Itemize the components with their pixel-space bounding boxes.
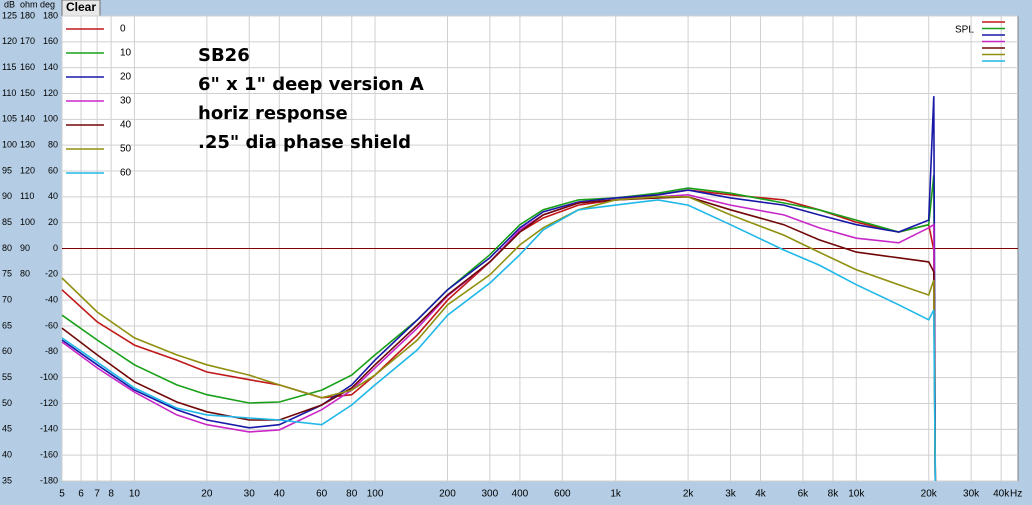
axis-unit: deg — [40, 0, 55, 9]
x-tick-label: 20k — [921, 489, 938, 500]
y-tick-label: 55 — [2, 372, 12, 382]
x-tick-label: 8k — [828, 489, 840, 500]
y-tick-label: 115 — [2, 62, 16, 72]
y2-tick-label: 140 — [20, 114, 35, 124]
legend-label: 20 — [120, 72, 132, 83]
y-tick-label: 75 — [2, 269, 12, 279]
y2-tick-label: 100 — [20, 217, 35, 227]
y-tick-label: 60 — [2, 346, 12, 356]
x-tick-label: 1k — [610, 489, 622, 500]
y3-tick-label: -80 — [45, 346, 58, 356]
x-tick-label: 400 — [512, 489, 529, 500]
y3-tick-label: -140 — [40, 424, 58, 434]
y3-tick-label: -60 — [45, 320, 58, 330]
x-tick-label: 30k — [963, 489, 980, 500]
y3-tick-label: 60 — [48, 165, 58, 175]
annotation: SB26 — [198, 45, 250, 66]
y-tick-label: 125 — [2, 10, 17, 20]
y-tick-label: 80 — [2, 243, 12, 253]
y3-tick-label: 120 — [43, 88, 58, 98]
x-tick-label: 2k — [683, 489, 695, 500]
x-tick-label: 40 — [274, 489, 286, 500]
y2-tick-label: 80 — [20, 269, 30, 279]
legend-label: 60 — [120, 168, 132, 179]
y3-tick-label: -100 — [40, 372, 58, 382]
x-tick-label: 30 — [244, 489, 256, 500]
annotation: 6" x 1" deep version A — [198, 74, 424, 95]
legend-label: 40 — [120, 120, 132, 131]
y-tick-label: 105 — [2, 114, 17, 124]
y-tick-label: 90 — [2, 191, 12, 201]
x-tick-label: 200 — [439, 489, 456, 500]
y3-tick-label: 80 — [48, 140, 58, 150]
y3-tick-label: -20 — [45, 269, 58, 279]
x-tick-label: 100 — [367, 489, 384, 500]
x-tick-label: 40k — [993, 489, 1010, 500]
annotation: horiz response — [198, 103, 348, 124]
x-tick-label: 6 — [78, 489, 84, 500]
y-tick-label: 35 — [2, 475, 12, 485]
y-tick-label: 40 — [2, 450, 12, 460]
y3-tick-label: -160 — [40, 450, 58, 460]
y-tick-label: 70 — [2, 295, 12, 305]
y2-tick-label: 180 — [20, 10, 35, 20]
y3-tick-label: -120 — [40, 398, 58, 408]
y3-tick-label: 0 — [53, 243, 58, 253]
y2-tick-label: 160 — [20, 62, 35, 72]
y2-tick-label: 120 — [20, 165, 35, 175]
x-unit: Hz — [1010, 489, 1022, 500]
y-tick-label: 120 — [2, 36, 17, 46]
annotation: .25" dia phase shield — [198, 132, 411, 153]
y-tick-label: 100 — [2, 140, 17, 150]
x-tick-label: 20 — [201, 489, 213, 500]
y3-tick-label: 180 — [43, 10, 58, 20]
y3-tick-label: 20 — [48, 217, 58, 227]
x-tick-label: 80 — [346, 489, 358, 500]
legend-label: 50 — [120, 144, 132, 155]
legend-label: 10 — [120, 48, 132, 59]
series-line — [61, 175, 937, 482]
series-line — [61, 195, 937, 482]
y2-tick-label: 150 — [20, 88, 35, 98]
y-tick-label: 95 — [2, 165, 12, 175]
x-tick-label: 60 — [316, 489, 328, 500]
y-tick-label: 65 — [2, 320, 12, 330]
x-tick-label: 300 — [482, 489, 499, 500]
series-line — [61, 199, 937, 482]
y-tick-label: 45 — [2, 424, 12, 434]
y3-tick-label: 40 — [48, 191, 58, 201]
x-tick-label: 7 — [94, 489, 100, 500]
series-line — [61, 96, 937, 482]
spl-label: SPL — [955, 25, 974, 36]
x-tick-label: 6k — [798, 489, 810, 500]
y3-tick-label: -180 — [40, 475, 58, 485]
legend-label: 0 — [120, 24, 126, 35]
x-tick-label: 10k — [848, 489, 865, 500]
x-tick-label: 600 — [554, 489, 571, 500]
y-tick-label: 110 — [2, 88, 16, 98]
y2-tick-label: 110 — [20, 191, 34, 201]
y3-tick-label: 160 — [43, 36, 58, 46]
series-line — [61, 193, 937, 482]
clear-button-label[interactable]: Clear — [66, 0, 96, 14]
y3-tick-label: 140 — [43, 62, 58, 72]
y3-tick-label: 100 — [43, 114, 58, 124]
x-tick-label: 3k — [725, 489, 737, 500]
y2-tick-label: 90 — [20, 243, 30, 253]
y2-tick-label: 130 — [20, 140, 35, 150]
axis-unit: ohm — [20, 0, 38, 9]
y3-tick-label: -40 — [45, 295, 58, 305]
x-tick-label: 5 — [59, 489, 65, 500]
legend-label: 30 — [120, 96, 132, 107]
x-tick-label: 10 — [129, 489, 141, 500]
y-tick-label: 50 — [2, 398, 12, 408]
series-line — [61, 196, 937, 482]
x-tick-label: 8 — [108, 489, 114, 500]
x-tick-label: 4k — [755, 489, 767, 500]
axis-unit: dB — [4, 0, 15, 9]
y-tick-label: 85 — [2, 217, 12, 227]
y2-tick-label: 170 — [20, 36, 35, 46]
